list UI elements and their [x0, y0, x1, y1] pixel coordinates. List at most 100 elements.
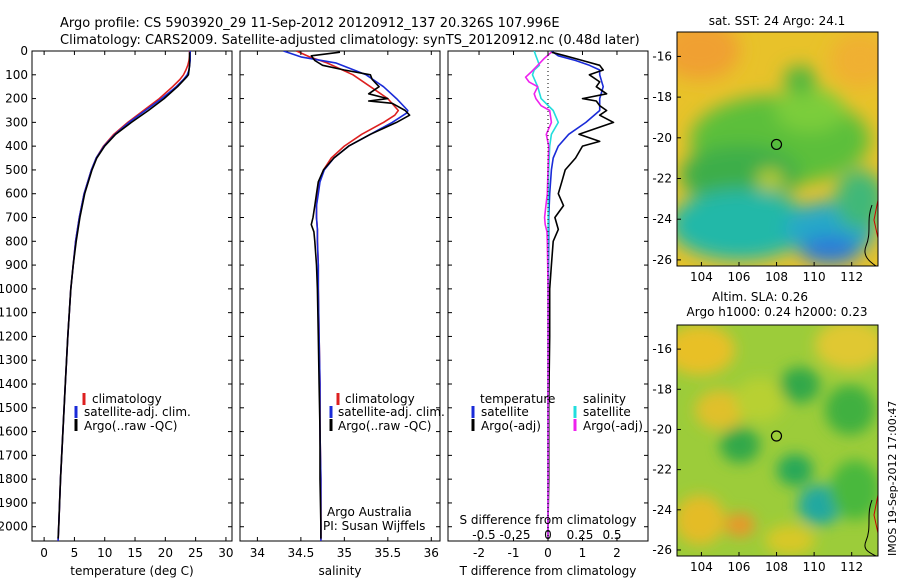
sla-argo-location-marker: [770, 430, 783, 442]
x-tick-label: 1: [579, 546, 587, 560]
x-tick-label: 2: [613, 546, 621, 560]
depth-tick-label: 900: [5, 258, 28, 272]
legend-label: satellite: [583, 405, 631, 419]
map-y-tick-label: -24: [652, 212, 672, 226]
legend-label: Argo(..raw -QC): [84, 419, 177, 433]
s-tick-label: -0.25: [499, 528, 530, 542]
map-y-tick-label: -26: [652, 253, 672, 267]
x-tick-label: -1: [508, 546, 520, 560]
sla-map-title: Altim. SLA: 0.26: [712, 290, 808, 304]
x-tick-label: -2: [473, 546, 485, 560]
difference-xlabel: T difference from climatology: [459, 564, 637, 578]
imos-timestamp: IMOS 19-Sep-2012 17:00:47: [886, 401, 899, 556]
map-x-tick-label: 104: [690, 270, 713, 284]
map-y-tick-label: -26: [652, 543, 672, 557]
depth-tick-label: 400: [5, 139, 28, 153]
sla-map-subtitle: Argo h1000: 0.24 h2000: 0.23: [687, 305, 868, 319]
x-tick-label: 20: [158, 546, 173, 560]
map-y-tick-label: -22: [652, 463, 672, 477]
depth-tick-label: 1300: [0, 353, 28, 367]
depth-tick-label: 500: [5, 163, 28, 177]
depth-tick-label: 800: [5, 234, 28, 248]
depth-tick-label: 600: [5, 187, 28, 201]
depth-tick-label: 700: [5, 211, 28, 225]
map-y-tick-label: -22: [652, 172, 672, 186]
pi-note: PI: Susan Wijffels: [323, 519, 425, 533]
sla-map: [677, 325, 878, 556]
legend-title-salinity: salinity: [583, 392, 626, 406]
x-tick-label: 35.5: [374, 546, 401, 560]
map-y-tick-label: -16: [652, 342, 672, 356]
x-tick-label: 35: [337, 546, 352, 560]
x-tick-label: 25: [188, 546, 203, 560]
map-y-tick-label: -18: [652, 382, 672, 396]
x-tick-label: 15: [127, 546, 142, 560]
depth-tick-label: 1900: [0, 496, 28, 510]
depth-axis: 0 100 200 300 400 500 600 700 800 900 1000 1100 1200…: [0, 44, 28, 534]
series-line: [524, 51, 553, 539]
map-y-tick-label: -18: [652, 90, 672, 104]
header-line-1: Argo profile: CS 5903920_29 11-Sep-2012 …: [60, 16, 560, 31]
x-tick-label: 34.5: [288, 546, 315, 560]
depth-tick-label: 100: [5, 68, 28, 82]
legend-label: Argo(-adj): [583, 419, 643, 433]
map-x-tick-label: 108: [765, 560, 788, 574]
map-x-tick-label: 112: [840, 560, 863, 574]
map-y-tick-label: -24: [652, 503, 672, 517]
x-tick-label: 0: [40, 546, 48, 560]
depth-tick-label: 1700: [0, 448, 28, 462]
depth-tick-label: 300: [5, 115, 28, 129]
temperature-x-axis: 0 5 10 15 20 25 30: [32, 50, 234, 560]
map-y-tick-label: -20: [652, 422, 672, 436]
sst-map-axes: 104 106 108 110 112 -16 -18 -20 -22 -24 -26: [652, 49, 863, 284]
map-x-tick-label: 110: [803, 560, 826, 574]
difference-legend: temperature salinity satellite Argo(-adj…: [471, 392, 643, 433]
depth-tick-label: 1400: [0, 377, 28, 391]
temperature-xlabel: temperature (deg C): [70, 564, 193, 578]
s-tick-label: 0.25: [567, 528, 594, 542]
series-line: [57, 52, 191, 539]
depth-tick-label: 1000: [0, 282, 28, 296]
x-tick-label: 10: [97, 546, 112, 560]
map-x-tick-label: 104: [690, 560, 713, 574]
legend-label: satellite: [481, 405, 529, 419]
map-x-tick-label: 106: [728, 270, 751, 284]
temperature-legend: climatology satellite-adj. clim. Argo(..…: [74, 392, 191, 433]
legend-title-temperature: temperature: [480, 392, 555, 406]
legend-label: satellite-adj. clim.: [338, 405, 445, 419]
map-x-tick-label: 110: [803, 270, 826, 284]
s-tick-label: 0: [544, 528, 552, 542]
depth-tick-label: 1800: [0, 472, 28, 486]
x-tick-label: 30: [218, 546, 233, 560]
legend-label: Argo(-adj): [481, 419, 541, 433]
sst-argo-location-marker: [770, 138, 783, 151]
sla-map-frame: [676, 324, 879, 557]
sla-map-axes: 104 106 108 110 112 -16 -18 -20 -22 -24 -26: [652, 342, 863, 574]
temperature-panel: [31, 50, 233, 542]
x-tick-label: 36: [424, 546, 439, 560]
salinity-x-axis: 34 34.5 35 35.5 36: [240, 50, 440, 560]
salinity-xlabel: salinity: [318, 564, 361, 578]
legend-label: satellite-adj. clim.: [84, 405, 191, 419]
series-line: [283, 51, 409, 541]
depth-tick-label: 1500: [0, 401, 28, 415]
s-tick-label: 0.5: [602, 528, 621, 542]
depth-tick-label: 0: [20, 44, 28, 58]
legend-label: climatology: [345, 392, 415, 406]
depth-tick-label: 1100: [0, 306, 28, 320]
sst-map: [677, 32, 878, 266]
map-x-tick-label: 106: [728, 560, 751, 574]
salinity-plot: [283, 51, 411, 541]
header-line-2: Climatology: CARS2009. Satellite-adjuste…: [60, 33, 640, 48]
sst-map-title: sat. SST: 24 Argo: 24.1: [709, 14, 846, 28]
map-y-tick-label: -20: [652, 131, 672, 145]
map-x-tick-label: 112: [840, 270, 863, 284]
x-tick-label: 0: [544, 546, 552, 560]
series-line: [547, 51, 615, 539]
temperature-plot: [57, 51, 191, 541]
argo-australia-note: Argo Australia: [327, 505, 412, 519]
s-difference-ticks: -0.5 -0.25 0 0.25 0.5: [472, 528, 621, 542]
salinity-legend: climatology satellite-adj. clim. Argo(..…: [323, 392, 445, 533]
depth-tick-label: 1200: [0, 329, 28, 343]
